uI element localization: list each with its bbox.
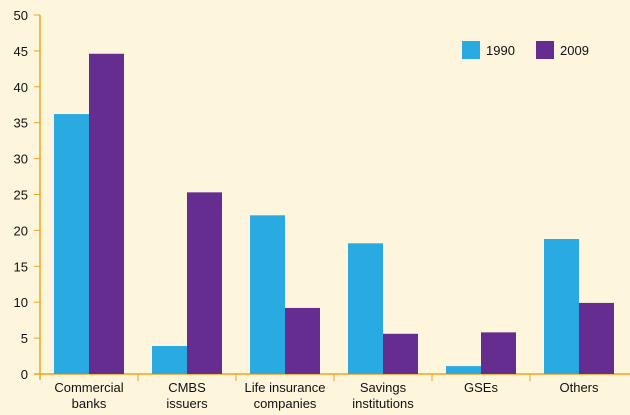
- x-tick-label: Savings institutions: [352, 380, 414, 411]
- y-tick-label: 5: [21, 331, 28, 346]
- bar: [250, 215, 285, 374]
- x-tick-label: CMBS issuers: [166, 380, 208, 411]
- y-tick-label: 20: [14, 223, 28, 238]
- bar: [152, 345, 187, 374]
- bar: [383, 333, 418, 374]
- y-tick-label: 40: [14, 80, 28, 95]
- x-tick-label: Commercial banks: [54, 380, 123, 411]
- legend-label: 1990: [486, 43, 515, 58]
- bar: [348, 243, 383, 374]
- legend-swatch: [536, 41, 554, 59]
- x-tick-label: GSEs: [464, 380, 498, 395]
- y-tick-label: 15: [14, 259, 28, 274]
- y-tick-label: 45: [14, 44, 28, 59]
- y-tick-label: 35: [14, 116, 28, 131]
- bar: [446, 366, 481, 374]
- x-tick-label: Others: [559, 380, 599, 395]
- bar: [544, 239, 579, 374]
- y-tick-label: 0: [21, 367, 28, 382]
- x-tick-label: Life insurance companies: [245, 380, 326, 411]
- y-tick-label: 25: [14, 188, 28, 203]
- y-tick-label: 10: [14, 295, 28, 310]
- legend-swatch: [462, 41, 480, 59]
- bar: [89, 53, 124, 374]
- legend-label: 2009: [560, 43, 589, 58]
- bar: [481, 332, 516, 374]
- bar: [579, 302, 614, 374]
- bar: [285, 307, 320, 374]
- bar: [54, 114, 89, 375]
- y-tick-label: 50: [14, 8, 28, 23]
- y-tick-label: 30: [14, 152, 28, 167]
- bar: [187, 192, 222, 374]
